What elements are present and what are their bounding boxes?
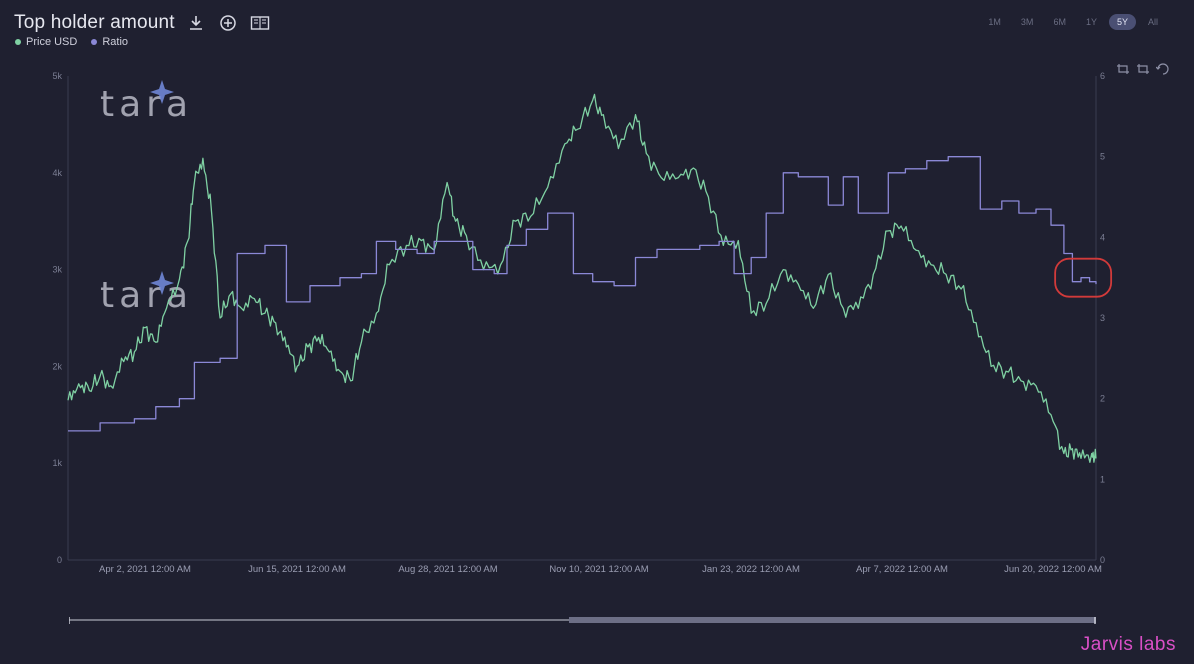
download-icon[interactable]	[185, 12, 207, 34]
watermark-star	[150, 271, 174, 295]
y-tick-right: 3	[1100, 313, 1105, 323]
legend-dot-price	[15, 39, 21, 45]
range-1m[interactable]: 1M	[988, 17, 1001, 27]
legend: Price USD Ratio	[15, 36, 128, 48]
zoom-tools	[1116, 62, 1170, 80]
y-tick-left: 1k	[52, 458, 62, 468]
watermarks: tara tara	[100, 80, 193, 316]
y-tick-left: 3k	[52, 265, 62, 275]
watermark-star	[150, 80, 174, 104]
brand-logo: Jarvis labs	[1080, 634, 1176, 655]
y-tick-left: 5k	[52, 71, 62, 81]
legend-dot-ratio	[91, 39, 98, 45]
highlight-circle	[1054, 257, 1113, 298]
legend-label-ratio: Ratio	[102, 36, 129, 48]
x-tick-label: Apr 2, 2021 12:00 AM	[99, 564, 191, 575]
y-tick-right: 4	[1100, 232, 1105, 242]
y-tick-right: 5	[1100, 152, 1105, 162]
watermark-text: tara	[100, 84, 193, 125]
header: Top holder amount	[14, 12, 271, 34]
legend-item-ratio[interactable]: Ratio	[91, 36, 128, 48]
plus-circle-icon[interactable]	[217, 12, 239, 34]
range-1y[interactable]: 1Y	[1085, 17, 1097, 27]
x-tick-label: Apr 7, 2022 12:00 AM	[856, 564, 948, 575]
y-tick-right: 6	[1100, 71, 1105, 81]
zoom-back-icon[interactable]	[1136, 62, 1150, 80]
y-tick-left: 0	[57, 555, 62, 565]
range-6m[interactable]: 6M	[1053, 17, 1066, 27]
y-tick-right: 0	[1100, 555, 1105, 565]
series-layer	[67, 93, 1097, 463]
range-selector: 1M 3M 6M 1Y 5Y All	[980, 14, 1166, 30]
zoom-area-icon[interactable]	[1116, 62, 1130, 80]
range-all[interactable]: All	[1147, 17, 1158, 27]
y-tick-left: 2k	[52, 361, 62, 371]
watermark-text: tara	[100, 275, 193, 316]
legend-item-price[interactable]: Price USD	[15, 36, 77, 48]
legend-label-price: Price USD	[26, 36, 78, 48]
chart-title: Top holder amount	[14, 12, 175, 33]
x-tick-label: Aug 28, 2021 12:00 AM	[398, 564, 497, 575]
series-price-line	[67, 93, 1097, 463]
slider-window[interactable]	[569, 617, 1096, 623]
range-slider[interactable]	[69, 617, 1096, 625]
range-3m[interactable]: 3M	[1020, 17, 1034, 27]
x-tick-label: Jan 23, 2022 12:00 AM	[702, 564, 800, 575]
book-icon[interactable]	[249, 12, 271, 34]
x-tick-label: Jun 15, 2021 12:00 AM	[248, 564, 346, 575]
range-5y[interactable]: 5Y	[1108, 14, 1136, 30]
annotation-layer	[1054, 257, 1113, 298]
axes: 0 1k 2k 3k 4k 5k 0 1 2 3 4 5 6 Apr 2, 2021 12:00 AM Ju…	[52, 71, 1105, 575]
y-tick-right: 1	[1100, 474, 1105, 484]
restore-icon[interactable]	[1155, 62, 1170, 80]
y-tick-right: 2	[1100, 394, 1105, 404]
y-tick-left: 4k	[52, 168, 62, 178]
x-tick-label: Nov 10, 2021 12:00 AM	[549, 564, 648, 575]
x-tick-label: Jun 20, 2022 12:00 AM	[1004, 564, 1102, 575]
series-ratio-line	[68, 156, 1097, 432]
